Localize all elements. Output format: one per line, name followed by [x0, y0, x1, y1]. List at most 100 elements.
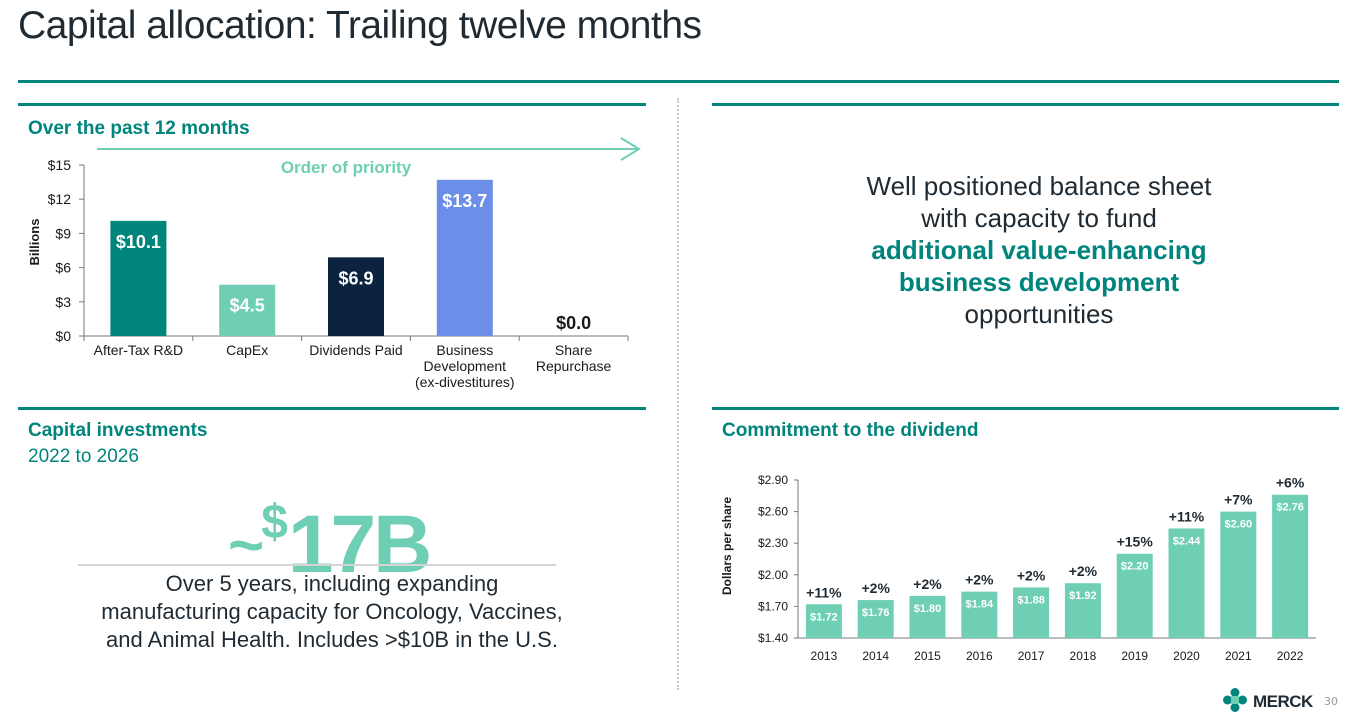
chart1-y-tick-label: $6	[55, 260, 71, 276]
callout-line-2: with capacity to fund	[921, 203, 1157, 233]
chart2-value-label: $1.92	[1069, 590, 1097, 602]
big-figure-value: 17B	[287, 499, 432, 590]
big-figure-divider	[78, 564, 556, 566]
page-title: Capital allocation: Trailing twelve mont…	[18, 4, 702, 47]
chart2-growth-label: +6%	[1276, 475, 1305, 491]
balance-sheet-callout: Well positioned balance sheet with capac…	[712, 170, 1347, 330]
chart2-bar	[1013, 587, 1050, 638]
chart1-y-tick-label: $9	[55, 225, 71, 241]
capital-description: Over 5 years, including expanding manufa…	[56, 570, 608, 654]
title-divider	[18, 80, 1339, 83]
chart2-bar	[1272, 494, 1309, 638]
chart2-y-tick-label: $1.40	[758, 631, 788, 645]
chart2-growth-label: +2%	[965, 572, 994, 588]
chart1-category-label: Business	[436, 342, 493, 358]
chart1-category-label: Share	[555, 342, 593, 358]
chart2-y-tick-label: $2.60	[758, 505, 788, 519]
chart2-growth-label: +11%	[806, 584, 842, 600]
chart2-bar	[1116, 553, 1153, 638]
chart1-category-label: CapEx	[226, 342, 268, 358]
capital-big-figure: ~$17B	[228, 482, 432, 590]
chart2-growth-label: +2%	[861, 580, 890, 596]
chart1-value-label: $13.7	[442, 191, 487, 211]
callout-line-1: Well positioned balance sheet	[866, 171, 1212, 201]
chart2-year-label: 2021	[1225, 649, 1252, 663]
chart1-category-label: Repurchase	[536, 358, 612, 374]
chart2-year-label: 2019	[1121, 649, 1148, 663]
chart2-y-tick-label: $1.70	[758, 599, 788, 613]
chart2-value-label: $2.76	[1276, 502, 1304, 514]
chart1-bar	[219, 284, 276, 336]
chart1-category-label: Dividends Paid	[309, 342, 402, 358]
chart2-year-label: 2016	[966, 649, 993, 663]
chart1-value-label: $4.5	[230, 296, 265, 316]
chart1-y-tick-label: $15	[48, 157, 72, 173]
chart2-growth-label: +15%	[1117, 534, 1154, 550]
chart2-year-label: 2013	[811, 649, 838, 663]
chart2-value-label: $1.76	[862, 607, 890, 619]
chart2-y-tick-label: $2.00	[758, 568, 788, 582]
chart2-growth-label: +2%	[1017, 567, 1046, 583]
chart2-value-label: $1.72	[810, 611, 838, 623]
chart2-growth-label: +2%	[1069, 563, 1098, 579]
chart2-year-label: 2015	[914, 649, 941, 663]
capital-desc-line-2: manufacturing capacity for Oncology, Vac…	[101, 599, 563, 624]
chart1-y-tick-label: $3	[55, 294, 71, 310]
chart2-value-label: $2.60	[1225, 519, 1253, 531]
dividend-heading: Commitment to the dividend	[722, 420, 979, 441]
section-rule-dividend	[712, 407, 1339, 410]
chart2-value-label: $1.84	[966, 599, 994, 611]
big-figure-currency: $	[261, 496, 288, 549]
chart2-value-label: $2.44	[1173, 535, 1201, 547]
chart1-bar	[328, 257, 384, 336]
chart2-year-label: 2020	[1173, 649, 1200, 663]
priority-arrow-label: Order of priority	[281, 158, 412, 177]
chart2-bar	[1220, 511, 1257, 638]
chart2-value-label: $2.20	[1121, 561, 1149, 573]
chart1-y-tick-label: $12	[48, 191, 72, 207]
chart1-category-label: After-Tax R&D	[94, 342, 183, 358]
chart2-value-label: $1.80	[914, 603, 942, 615]
chart2-year-label: 2014	[862, 649, 889, 663]
chart1-value-label: $0.0	[556, 313, 591, 333]
chart2-bar	[961, 591, 998, 638]
section-rule-capital	[18, 407, 646, 410]
callout-accent-2: business development	[898, 267, 1180, 297]
chart2-year-label: 2022	[1277, 649, 1304, 663]
past12-chart: Order of priority Billions $0 $3 $6 $9 $12 $1…	[27, 137, 641, 390]
chart1-bar	[110, 220, 167, 336]
dividend-chart: Dollars per share $1.40 $1.70 $2.00 $2.30 $2…	[720, 473, 1316, 663]
capital-desc-line-1: Over 5 years, including expanding	[165, 571, 499, 596]
chart2-y-axis-label: Dollars per share	[720, 497, 734, 595]
callout-accent-1: additional value-enhancing	[871, 235, 1207, 265]
chart2-growth-label: +11%	[1169, 508, 1205, 524]
chart2-y-tick-label: $2.90	[758, 473, 788, 487]
chart1-value-label: $10.1	[116, 232, 161, 252]
chart2-bar	[1064, 583, 1101, 638]
chart2-bar	[1168, 528, 1205, 638]
chart1-y-tick-label: $0	[55, 328, 71, 344]
chart1-bar	[436, 179, 493, 336]
section-rule-past12	[18, 103, 646, 106]
chart2-year-label: 2017	[1018, 649, 1045, 663]
chart2-growth-label: +2%	[913, 576, 942, 592]
merck-logo-text: MERCK	[1253, 692, 1313, 711]
capital-desc-line-3: and Animal Health. Includes >$10B in the…	[106, 627, 558, 652]
chart2-bar	[805, 604, 842, 638]
chart1-value-label: $6.9	[338, 268, 373, 288]
merck-logo-icon	[1223, 688, 1247, 712]
capital-heading: Capital investments	[28, 420, 208, 441]
chart1-category-label: (ex-divestitures)	[415, 374, 515, 390]
column-divider	[677, 98, 679, 690]
capital-subheading: 2022 to 2026	[28, 446, 139, 467]
chart2-year-label: 2018	[1070, 649, 1097, 663]
chart2-bar	[909, 595, 946, 638]
big-figure-prefix: ~	[228, 511, 264, 580]
chart1-category-label: Development	[424, 358, 507, 374]
chart2-value-label: $1.88	[1017, 594, 1045, 606]
chart1-y-axis-label: Billions	[27, 219, 42, 266]
page-number: 30	[1324, 695, 1338, 708]
chart2-y-tick-label: $2.30	[758, 536, 788, 550]
section-rule-balance	[712, 103, 1339, 106]
chart2-bar	[857, 600, 894, 638]
